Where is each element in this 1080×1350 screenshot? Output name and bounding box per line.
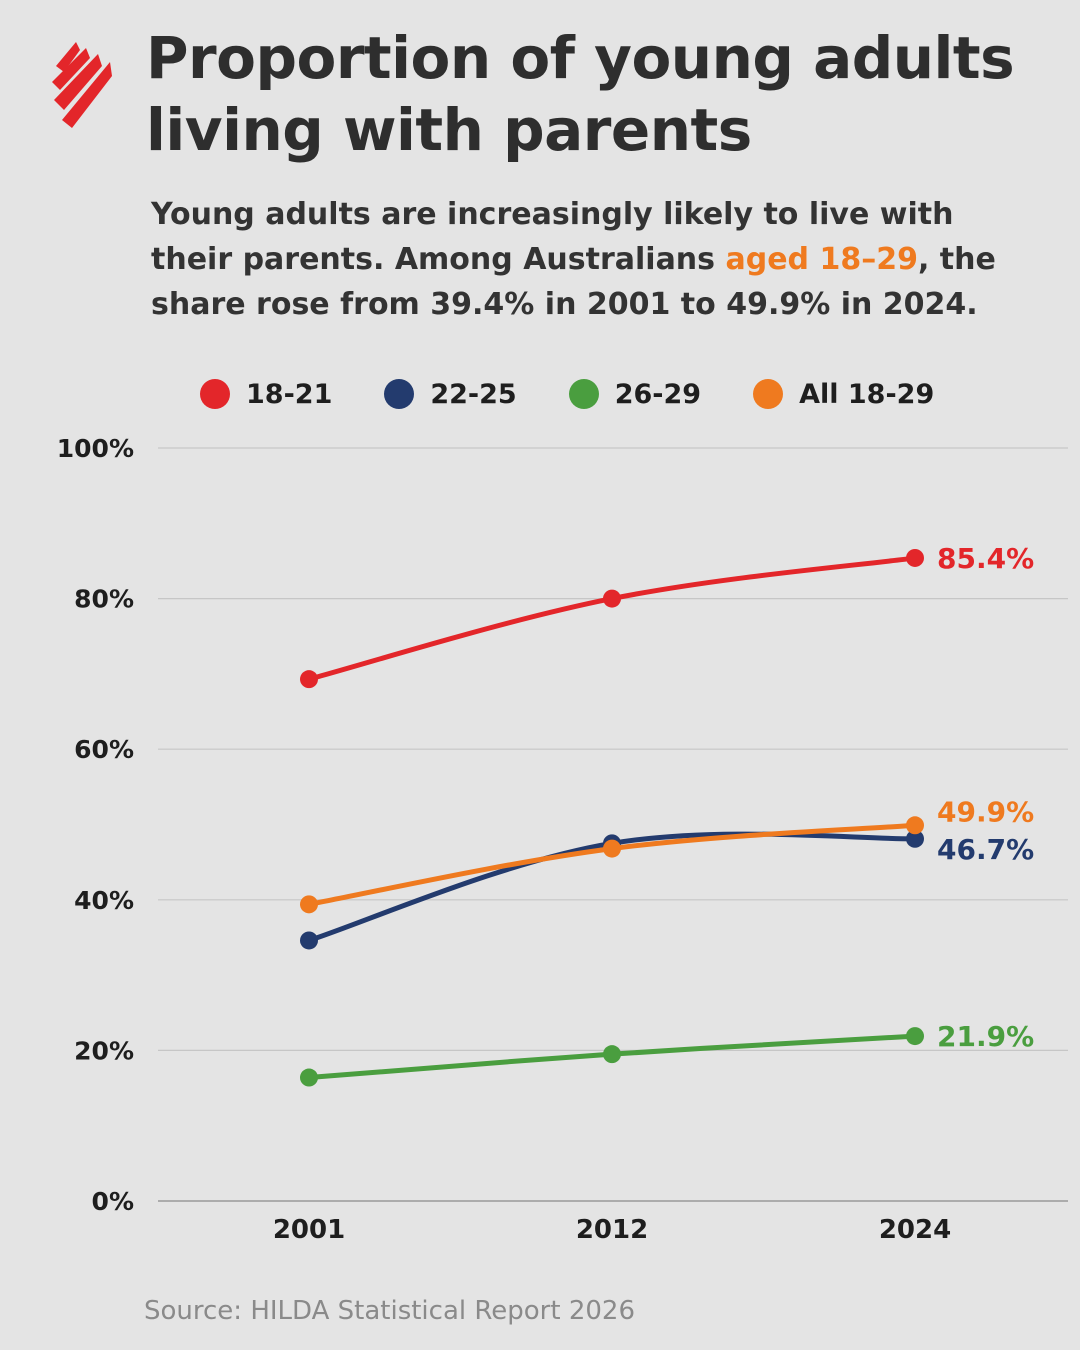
y-tick-label: 0% xyxy=(92,1187,134,1216)
source-note: Source: HILDA Statistical Report 2026 xyxy=(144,1296,635,1326)
data-point xyxy=(906,829,924,848)
subtitle-text-end: , the share rose from 39.4% in 2001 to 4… xyxy=(151,242,996,322)
line-chart: 0% 20% 40% 60% 80% 100% 2001 2012 2024 85.4% 21.9%… xyxy=(57,434,1068,1245)
data-point xyxy=(603,589,621,608)
data-point xyxy=(603,1045,621,1064)
x-tick-label: 2024 xyxy=(879,1215,951,1245)
legend-item-all-18-29: All 18-29 xyxy=(753,379,934,410)
x-tick-label: 2012 xyxy=(576,1215,648,1245)
legend-label: 22-25 xyxy=(430,378,517,410)
legend-label: 26-29 xyxy=(614,378,702,410)
y-tick-label: 40% xyxy=(74,886,134,915)
data-point xyxy=(300,1068,318,1087)
y-tick-label: 80% xyxy=(74,585,134,614)
legend-swatch xyxy=(568,379,599,409)
y-tick-label: 60% xyxy=(74,735,134,764)
legend-swatch xyxy=(384,379,415,409)
end-data-label: 46.7% xyxy=(937,833,1034,866)
data-point xyxy=(300,670,318,689)
y-tick-label: 20% xyxy=(74,1036,134,1065)
chart-legend: 18-21 22-25 26-29 All 18-29 xyxy=(200,372,986,416)
end-data-label: 21.9% xyxy=(937,1020,1034,1053)
end-data-label: 85.4% xyxy=(937,542,1034,575)
data-point xyxy=(603,839,621,858)
legend-swatch xyxy=(753,379,784,409)
legend-item-22-25: 22-25 xyxy=(384,378,517,410)
data-point xyxy=(300,931,318,950)
chart-subtitle: Young adults are increasingly likely to … xyxy=(151,192,1031,327)
data-point xyxy=(906,548,924,567)
end-data-label: 49.9% xyxy=(937,795,1034,828)
legend-item-18-21: 18-21 xyxy=(200,379,332,410)
logo-icon xyxy=(52,42,112,128)
legend-item-26-29: 26-29 xyxy=(568,378,702,410)
subtitle-text: Young adults are increasingly likely to … xyxy=(151,197,954,277)
data-point xyxy=(906,1027,924,1046)
data-point xyxy=(906,816,924,835)
x-tick-label: 2001 xyxy=(273,1215,345,1245)
subtitle-highlight: aged 18–29 xyxy=(725,242,918,277)
legend-label: All 18-29 xyxy=(799,378,935,410)
y-tick-label: 100% xyxy=(57,434,134,463)
series-line-18-21 xyxy=(306,555,918,682)
legend-label: 18-21 xyxy=(246,378,333,410)
chart-title: Proportion of young adults living with p… xyxy=(146,24,1015,164)
legend-swatch xyxy=(200,379,230,409)
data-point xyxy=(300,895,318,914)
